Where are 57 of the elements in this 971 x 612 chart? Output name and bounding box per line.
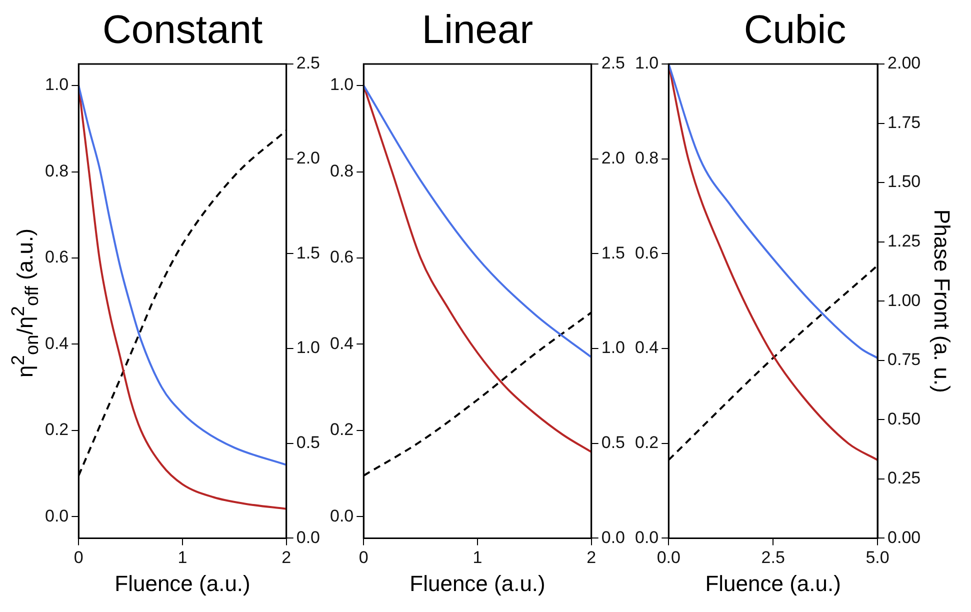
x-tick-label: 2 bbox=[586, 548, 596, 568]
y2-tick-label: 0.75 bbox=[888, 350, 921, 370]
chart-title: Linear bbox=[422, 8, 534, 52]
y-tick-label: 0.4 bbox=[634, 338, 659, 358]
y2-tick-label: 0.0 bbox=[601, 528, 626, 547]
y-tick-label: 0.4 bbox=[330, 334, 354, 353]
x-tick-label: 0 bbox=[358, 548, 368, 568]
y-tick-label: 0.6 bbox=[330, 248, 354, 267]
x-tick-label: 1 bbox=[472, 548, 482, 568]
y2-tick-label: 1.25 bbox=[888, 232, 921, 251]
y2-tick-label: 1.0 bbox=[601, 338, 626, 358]
y2-axis-title: Phase Front (a. u.) bbox=[930, 209, 955, 393]
line-series bbox=[668, 64, 878, 360]
x-axis-title: Fluence (a.u.) bbox=[114, 570, 250, 596]
y-tick-label: 1.0 bbox=[330, 75, 354, 94]
x-tick-label: 2 bbox=[282, 548, 292, 568]
y2-tick-label: 1.5 bbox=[296, 243, 320, 262]
y-tick-label: 0.0 bbox=[634, 528, 659, 547]
y2-tick-label: 2.00 bbox=[888, 54, 921, 73]
y2-tick-label: 2.0 bbox=[296, 148, 320, 168]
y2-tick-label: 1.00 bbox=[888, 290, 921, 310]
y2-tick-label: 0.00 bbox=[888, 528, 921, 547]
y-tick-label: 0.6 bbox=[44, 248, 69, 267]
y2-tick-label: 2.5 bbox=[601, 54, 626, 73]
x-tick-label: 0 bbox=[74, 548, 84, 568]
chart-title: Constant bbox=[102, 8, 263, 52]
y-tick-label: 1.0 bbox=[634, 54, 659, 73]
y-tick-label: 0.2 bbox=[44, 420, 69, 440]
y2-tick-label: 1.50 bbox=[888, 172, 921, 192]
y2-tick-label: 0.0 bbox=[296, 528, 320, 547]
y-tick-label: 0.8 bbox=[330, 161, 354, 180]
y-tick-label: 1.0 bbox=[44, 75, 69, 94]
y-tick-label: 0.8 bbox=[44, 161, 69, 180]
y2-tick-label: 1.5 bbox=[601, 243, 626, 262]
x-tick-label: 5.0 bbox=[866, 548, 890, 568]
x-axis-title: Fluence (a.u.) bbox=[410, 570, 546, 596]
y2-tick-label: 0.5 bbox=[601, 433, 626, 452]
chart-title: Cubic bbox=[744, 8, 846, 52]
y-tick-label: 0.4 bbox=[44, 334, 69, 353]
x-tick-label: 2.5 bbox=[761, 548, 785, 568]
y2-tick-label: 1.0 bbox=[296, 338, 320, 358]
y-tick-label: 0.2 bbox=[634, 433, 659, 452]
line-series bbox=[364, 84, 592, 358]
y-tick-label: 0.0 bbox=[44, 506, 69, 526]
x-tick-label: 0.0 bbox=[656, 548, 680, 568]
y2-tick-label: 2.0 bbox=[601, 148, 626, 168]
y-tick-label: 0.2 bbox=[330, 420, 354, 440]
x-tick-label: 1 bbox=[178, 548, 188, 568]
y2-tick-label: 2.5 bbox=[296, 54, 320, 73]
y2-tick-label: 1.75 bbox=[888, 112, 921, 132]
x-axis-title: Fluence (a.u.) bbox=[705, 570, 841, 596]
y-tick-label: 0.6 bbox=[634, 243, 659, 262]
y2-tick-label: 0.25 bbox=[888, 468, 921, 488]
y2-tick-label: 0.5 bbox=[296, 433, 320, 452]
y-tick-label: 0.0 bbox=[330, 506, 354, 526]
y2-tick-label: 0.50 bbox=[888, 409, 921, 428]
y-tick-label: 0.8 bbox=[634, 148, 659, 168]
